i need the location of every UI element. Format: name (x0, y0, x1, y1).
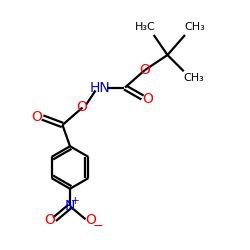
Text: O: O (86, 214, 96, 228)
Text: −: − (92, 220, 103, 233)
Text: CH₃: CH₃ (184, 73, 204, 83)
Text: H₃C: H₃C (135, 22, 156, 32)
Text: O: O (44, 214, 55, 228)
Text: N: N (65, 199, 75, 213)
Text: +: + (71, 196, 79, 206)
Text: HN: HN (90, 80, 110, 94)
Text: O: O (76, 100, 88, 114)
Text: CH₃: CH₃ (184, 22, 205, 32)
Text: O: O (142, 92, 153, 106)
Text: O: O (32, 110, 42, 124)
Text: O: O (139, 62, 150, 76)
